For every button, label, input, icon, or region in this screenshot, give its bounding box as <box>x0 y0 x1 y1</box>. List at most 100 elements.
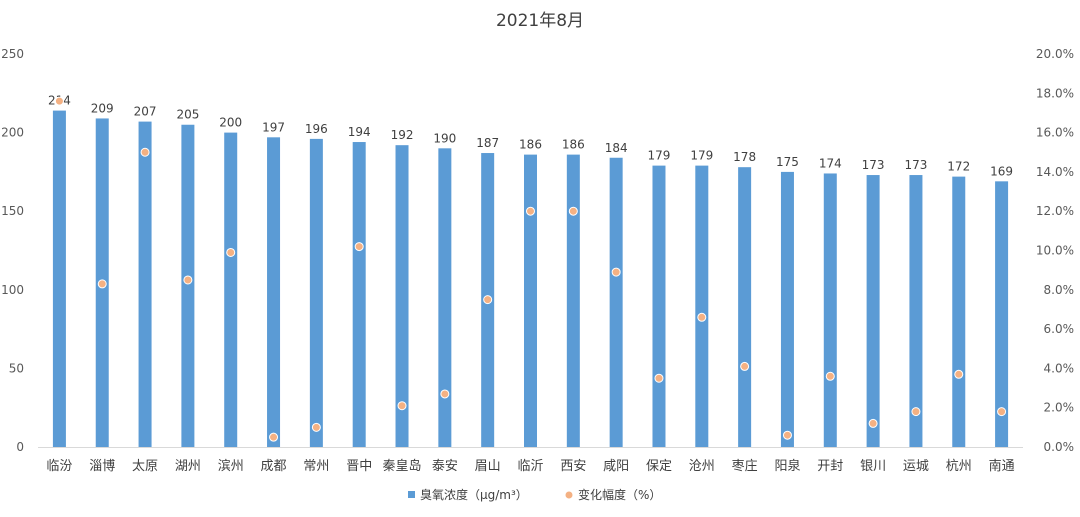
bar-data-label: 205 <box>176 108 199 122</box>
bar <box>309 138 323 447</box>
right-tick-label: 0.0% <box>1044 440 1075 454</box>
bar <box>52 110 66 447</box>
right-axis: 0.0% 2.0% 4.0% 6.0% 8.0% 10.0% 12.0% 14.0% 16.0%… <box>1036 47 1074 454</box>
legend: 臭氧浓度（μg/m³） 变化幅度（%） <box>408 487 661 502</box>
left-tick-label: 50 <box>9 361 24 375</box>
bar-data-label: 196 <box>305 122 328 136</box>
bar <box>395 145 409 447</box>
bar-data-label: 179 <box>690 149 713 163</box>
category-label: 淄博 <box>89 459 115 474</box>
category-label: 湖州 <box>175 459 201 474</box>
change-point <box>611 267 621 277</box>
bar-data-label: 178 <box>733 150 756 164</box>
bar <box>438 148 452 447</box>
change-point <box>269 432 279 442</box>
right-tick-label: 20.0% <box>1036 47 1074 61</box>
bar <box>138 121 152 447</box>
category-label: 泰安 <box>432 459 458 474</box>
bar <box>780 171 794 447</box>
left-axis: 0 50 100 150 200 250 <box>1 47 24 454</box>
category-label: 临汾 <box>46 459 72 474</box>
change-point <box>868 418 878 428</box>
bar <box>566 154 580 447</box>
change-point <box>483 295 493 305</box>
category-label: 沧州 <box>689 458 715 474</box>
bar-data-label: 172 <box>947 160 970 174</box>
change-point <box>825 371 835 381</box>
right-tick-label: 10.0% <box>1036 244 1074 258</box>
bar <box>952 176 966 447</box>
bar-data-label: 187 <box>476 136 499 150</box>
left-tick-label: 0 <box>16 440 24 454</box>
category-label: 常州 <box>303 459 329 474</box>
bar-data-label: 173 <box>862 158 885 172</box>
bar-data-label: 194 <box>348 125 371 139</box>
bar <box>738 167 752 447</box>
change-point <box>311 422 321 432</box>
bar <box>224 132 238 447</box>
legend-label-ozone: 臭氧浓度（μg/m³） <box>420 487 528 502</box>
bar <box>181 124 195 448</box>
bar <box>695 165 709 447</box>
category-label: 杭州 <box>946 459 972 474</box>
change-point <box>140 147 150 157</box>
bar <box>823 173 837 448</box>
bar-data-label: 209 <box>91 101 114 115</box>
bar-data-label: 175 <box>776 155 799 169</box>
category-label: 咸阳 <box>603 459 629 474</box>
bar <box>609 157 623 447</box>
change-point <box>740 361 750 371</box>
category-label: 南通 <box>989 458 1015 474</box>
left-tick-label: 150 <box>1 204 24 218</box>
plot-area: 2142092072052001971961941921901871861861… <box>48 94 1013 448</box>
bar-data-label: 186 <box>562 138 585 152</box>
left-tick-label: 250 <box>1 47 24 61</box>
bar-data-label: 186 <box>519 138 542 152</box>
category-label: 保定 <box>646 459 672 474</box>
category-label: 秦皇岛 <box>383 458 422 474</box>
change-point <box>568 206 578 216</box>
bar-data-label: 200 <box>219 116 242 130</box>
category-label: 阳泉 <box>774 458 800 474</box>
bar-data-label: 169 <box>990 164 1013 178</box>
bar-data-label: 179 <box>648 149 671 163</box>
change-point <box>911 407 921 417</box>
bar <box>995 181 1009 447</box>
category-label: 开封 <box>817 459 843 474</box>
bar <box>524 154 537 447</box>
right-tick-label: 16.0% <box>1036 126 1074 140</box>
category-label: 眉山 <box>475 459 501 474</box>
bar-data-label: 174 <box>819 156 842 170</box>
change-point <box>997 407 1007 417</box>
change-point <box>354 242 364 252</box>
bar-data-label: 197 <box>262 120 285 134</box>
change-point <box>97 279 107 289</box>
bar-data-label: 207 <box>134 105 157 119</box>
bar <box>652 165 666 447</box>
category-label: 银川 <box>860 459 886 474</box>
category-label: 枣庄 <box>732 458 758 474</box>
left-tick-label: 100 <box>1 283 24 297</box>
bar <box>909 175 923 447</box>
change-point <box>954 369 964 379</box>
right-tick-label: 12.0% <box>1036 204 1074 218</box>
right-tick-label: 2.0% <box>1044 401 1075 415</box>
legend-label-change: 变化幅度（%） <box>578 487 661 502</box>
change-point <box>526 206 535 216</box>
legend-swatch-change <box>564 490 574 500</box>
change-point <box>440 389 450 399</box>
category-label: 临沂 <box>517 459 543 474</box>
change-point <box>54 96 64 106</box>
change-point <box>782 430 792 440</box>
bar-data-label: 184 <box>605 141 628 155</box>
change-point <box>183 275 193 285</box>
x-axis: 临汾 淄博 太原 湖州 滨州 成都 常州 晋中 秦皇岛 泰安 眉山 临沂 西安 咸阳 保定 沧州 枣庄 阳泉 开封 银… <box>38 447 1023 474</box>
right-tick-label: 4.0% <box>1044 361 1075 375</box>
right-tick-label: 8.0% <box>1044 283 1075 297</box>
bar <box>352 142 366 448</box>
category-label: 成都 <box>261 459 287 474</box>
category-label: 太原 <box>132 459 158 474</box>
right-tick-label: 6.0% <box>1044 322 1075 336</box>
bar-data-label: 190 <box>433 131 456 145</box>
bar-data-label: 192 <box>391 128 414 142</box>
